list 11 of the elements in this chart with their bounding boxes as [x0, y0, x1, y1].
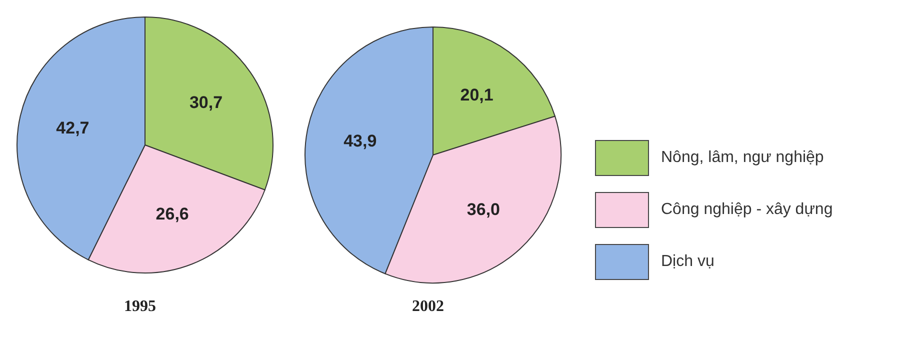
data-label: 26,6: [156, 204, 189, 224]
legend-label: Nông, lâm, ngư nghiệp: [661, 149, 824, 167]
legend-label: Dịch vụ: [661, 253, 714, 271]
data-label: 42,7: [56, 118, 90, 138]
legend-label: Công nghiệp - xây dựng: [661, 201, 833, 219]
data-label: 30,7: [189, 93, 223, 112]
text: 1995: [123, 298, 157, 316]
data-label: 43,9: [344, 131, 377, 150]
data-label: 36,0: [466, 200, 500, 219]
text: 2002: [411, 298, 445, 316]
data-label: 20,1: [460, 86, 494, 105]
